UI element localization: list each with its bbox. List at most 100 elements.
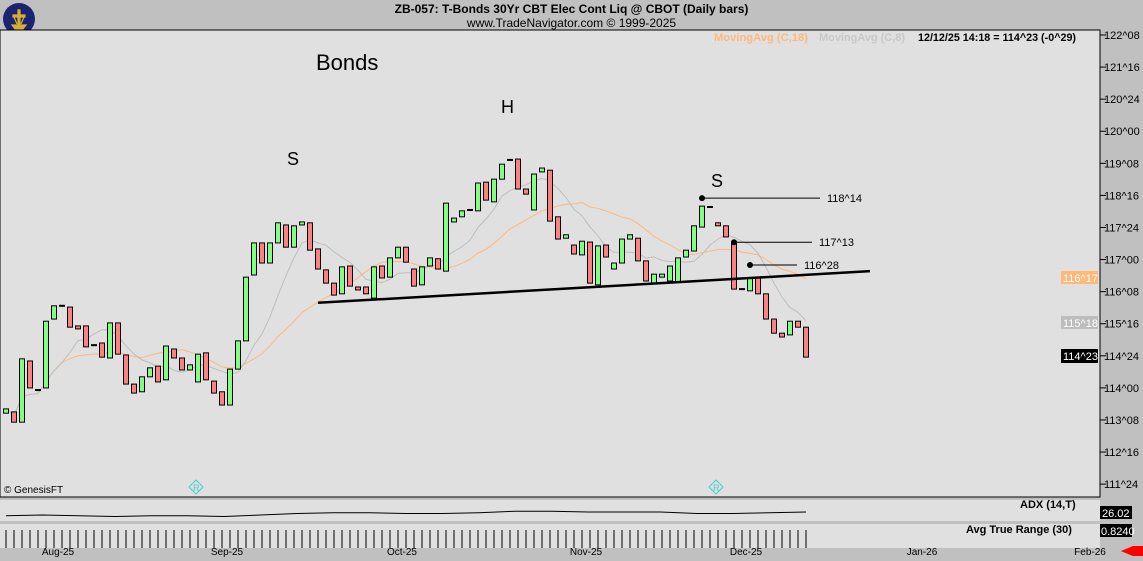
- candle-up[interactable]: [195, 353, 201, 383]
- candle-down[interactable]: [515, 158, 521, 190]
- candle-down[interactable]: [123, 354, 129, 385]
- candle-down[interactable]: [99, 342, 105, 358]
- candle-down[interactable]: [347, 265, 353, 287]
- candle-up[interactable]: [747, 277, 753, 292]
- candle-down[interactable]: [363, 286, 369, 295]
- candle-up[interactable]: [611, 262, 617, 270]
- candle-up[interactable]: [19, 358, 25, 423]
- atr-value-tag: [1100, 524, 1132, 537]
- candle-down[interactable]: [731, 241, 737, 290]
- candle-down[interactable]: [27, 360, 33, 389]
- candle-up[interactable]: [443, 202, 449, 272]
- candle-down[interactable]: [355, 286, 361, 291]
- candle-down[interactable]: [379, 265, 385, 279]
- candle-up[interactable]: [619, 238, 625, 264]
- candle-down[interactable]: [723, 225, 729, 238]
- candle-up[interactable]: [107, 322, 113, 359]
- candle-down[interactable]: [411, 268, 417, 287]
- candle-up[interactable]: [147, 367, 153, 378]
- event-marker[interactable]: R: [708, 479, 724, 495]
- candle-down[interactable]: [763, 293, 769, 320]
- candle-down[interactable]: [523, 188, 529, 195]
- candle-up[interactable]: [275, 222, 281, 244]
- candle-up[interactable]: [387, 257, 393, 278]
- candle-down[interactable]: [771, 318, 777, 334]
- candle-down[interactable]: [115, 322, 121, 355]
- candle-down[interactable]: [259, 242, 265, 264]
- candle-down[interactable]: [779, 332, 785, 338]
- candle-up[interactable]: [683, 249, 689, 258]
- candle-up[interactable]: [163, 345, 169, 381]
- candle-up[interactable]: [339, 266, 345, 295]
- event-marker[interactable]: R: [188, 479, 204, 495]
- candle-down[interactable]: [211, 380, 217, 394]
- candle-up[interactable]: [419, 266, 425, 286]
- candle-down[interactable]: [547, 169, 553, 222]
- candle-down[interactable]: [323, 269, 329, 284]
- candle-down[interactable]: [603, 244, 609, 258]
- candle-down[interactable]: [571, 244, 577, 255]
- candle-down[interactable]: [171, 348, 177, 359]
- candle-up[interactable]: [675, 257, 681, 283]
- candle-up[interactable]: [667, 265, 673, 282]
- candle-down[interactable]: [315, 248, 321, 270]
- candle-up[interactable]: [699, 205, 705, 228]
- candle-down[interactable]: [587, 241, 593, 284]
- candle-up[interactable]: [531, 173, 537, 211]
- candle-down[interactable]: [67, 306, 73, 328]
- candle-down[interactable]: [803, 326, 809, 358]
- candle-down[interactable]: [203, 352, 209, 381]
- candle-up[interactable]: [371, 266, 377, 299]
- candle-up[interactable]: [579, 240, 585, 256]
- candle-down[interactable]: [795, 320, 801, 328]
- scroll-arrow-head-icon[interactable]: [1121, 546, 1133, 556]
- candle-down[interactable]: [131, 383, 137, 394]
- candle-up[interactable]: [651, 273, 657, 284]
- candle-down[interactable]: [715, 222, 721, 227]
- candle-up[interactable]: [227, 368, 233, 406]
- candle-down[interactable]: [435, 258, 441, 270]
- candle-down[interactable]: [11, 411, 17, 423]
- candle-up[interactable]: [235, 340, 241, 370]
- candle-up[interactable]: [659, 273, 665, 278]
- candle-up[interactable]: [187, 364, 193, 371]
- candle-up[interactable]: [563, 234, 569, 239]
- candle-up[interactable]: [3, 408, 9, 414]
- candle-up[interactable]: [451, 217, 457, 223]
- candle-up[interactable]: [291, 225, 297, 248]
- candle-up[interactable]: [51, 305, 57, 320]
- candle-up[interactable]: [491, 178, 497, 203]
- candle-up[interactable]: [595, 245, 601, 286]
- candle-up[interactable]: [299, 221, 305, 226]
- candle-down[interactable]: [483, 181, 489, 201]
- candle-down[interactable]: [403, 246, 409, 263]
- candle-down[interactable]: [75, 325, 81, 330]
- candle-down[interactable]: [635, 237, 641, 262]
- candle-down[interactable]: [307, 222, 313, 251]
- candle-up[interactable]: [459, 210, 465, 218]
- candle-down[interactable]: [283, 224, 289, 248]
- candle-down[interactable]: [755, 277, 761, 295]
- candle-down[interactable]: [219, 391, 225, 406]
- candle-up[interactable]: [691, 225, 697, 252]
- candle-up[interactable]: [243, 276, 249, 342]
- candle-down[interactable]: [555, 216, 561, 240]
- candle-up[interactable]: [475, 182, 481, 212]
- candle-down[interactable]: [155, 365, 161, 383]
- candle-up[interactable]: [787, 320, 793, 336]
- candle-up[interactable]: [251, 242, 257, 276]
- candle-up[interactable]: [539, 167, 545, 173]
- neckline[interactable]: [317, 269, 871, 305]
- candle-up[interactable]: [627, 234, 633, 240]
- candle-down[interactable]: [643, 260, 649, 282]
- candle-down[interactable]: [83, 325, 89, 348]
- candle-up[interactable]: [139, 376, 145, 393]
- candle-up[interactable]: [395, 246, 401, 259]
- candle-up[interactable]: [499, 163, 505, 180]
- candle-down[interactable]: [331, 282, 337, 296]
- candle-up[interactable]: [267, 242, 273, 264]
- candle-up[interactable]: [427, 257, 433, 267]
- candle-up[interactable]: [43, 320, 49, 389]
- candle-down[interactable]: [179, 357, 185, 371]
